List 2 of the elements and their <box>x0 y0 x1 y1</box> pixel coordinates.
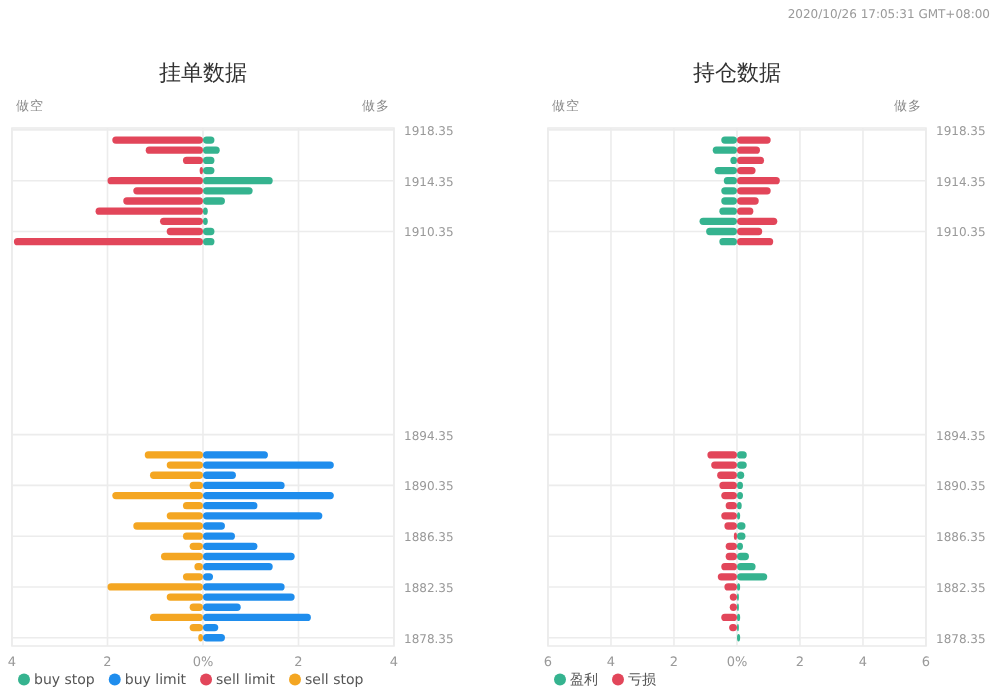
chart-title: 持仓数据 <box>693 60 781 86</box>
chart-title: 挂单数据 <box>159 60 247 86</box>
